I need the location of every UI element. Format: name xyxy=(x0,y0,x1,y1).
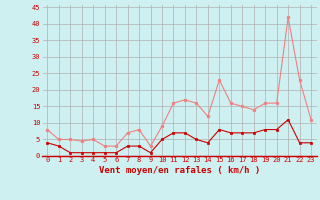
X-axis label: Vent moyen/en rafales ( km/h ): Vent moyen/en rafales ( km/h ) xyxy=(99,166,260,175)
